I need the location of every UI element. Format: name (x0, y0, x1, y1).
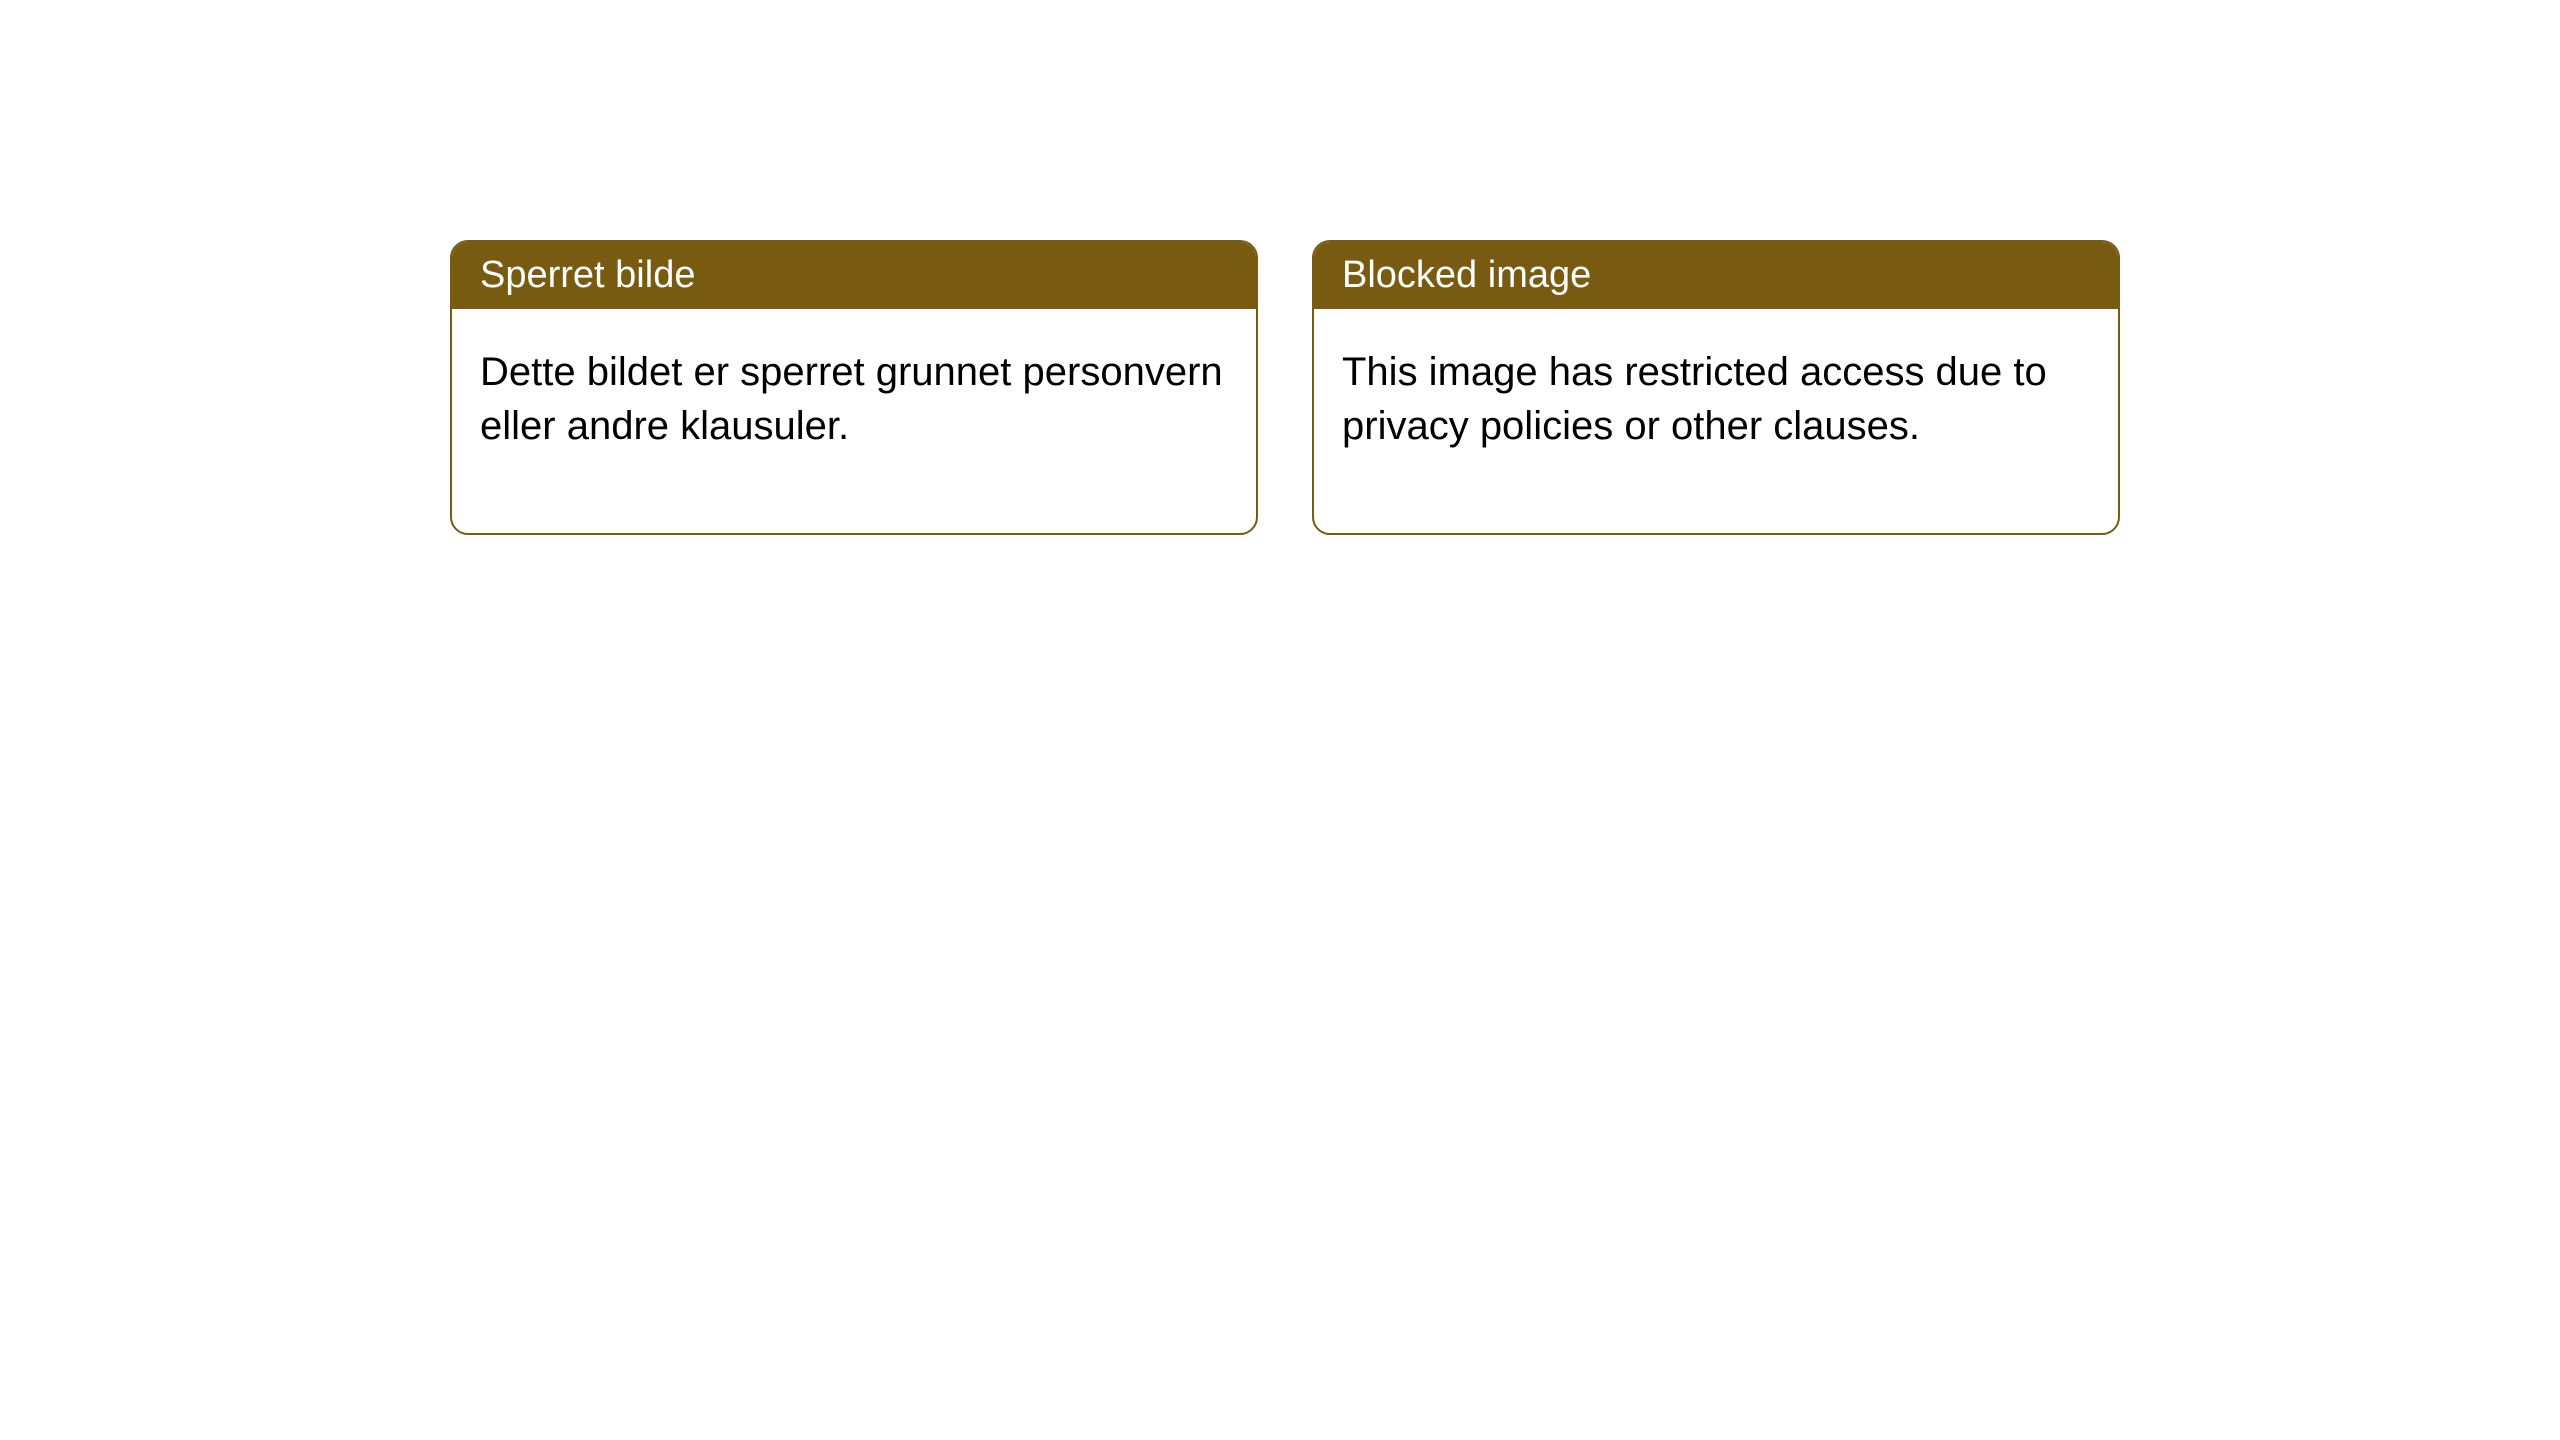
card-title: Sperret bilde (480, 254, 695, 296)
notice-container: Sperret bilde Dette bildet er sperret gr… (0, 0, 2560, 535)
blocked-image-card-no: Sperret bilde Dette bildet er sperret gr… (450, 240, 1258, 535)
card-body-text: Dette bildet er sperret grunnet personve… (480, 350, 1223, 448)
card-body: This image has restricted access due to … (1314, 309, 2118, 533)
card-body: Dette bildet er sperret grunnet personve… (452, 309, 1256, 533)
card-header: Blocked image (1314, 242, 2118, 309)
blocked-image-card-en: Blocked image This image has restricted … (1312, 240, 2120, 535)
card-header: Sperret bilde (452, 242, 1256, 309)
card-title: Blocked image (1342, 254, 1591, 296)
card-body-text: This image has restricted access due to … (1342, 350, 2047, 448)
